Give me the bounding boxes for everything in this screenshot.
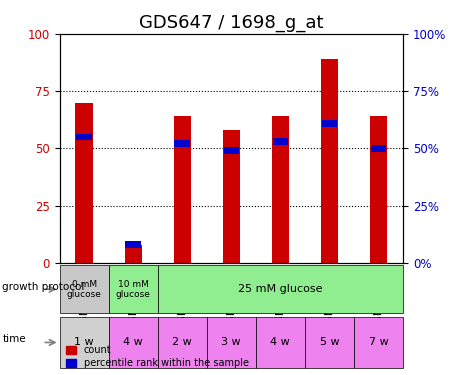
Bar <box>174 141 190 147</box>
FancyBboxPatch shape <box>207 317 256 368</box>
Bar <box>371 145 386 152</box>
Text: 2 w: 2 w <box>172 338 192 348</box>
Bar <box>322 120 337 127</box>
Text: 25 mM glucose: 25 mM glucose <box>238 284 322 294</box>
FancyBboxPatch shape <box>109 265 158 313</box>
FancyBboxPatch shape <box>60 265 109 313</box>
Text: 3 w: 3 w <box>222 338 241 348</box>
Bar <box>223 130 240 263</box>
FancyBboxPatch shape <box>109 317 158 368</box>
Text: 0 mM
glucose: 0 mM glucose <box>66 280 102 299</box>
FancyBboxPatch shape <box>158 265 403 313</box>
Bar <box>273 138 288 145</box>
Bar <box>370 116 387 263</box>
Text: 10 mM
glucose: 10 mM glucose <box>116 280 151 299</box>
Text: growth protocol: growth protocol <box>2 282 85 292</box>
Legend: count, percentile rank within the sample: count, percentile rank within the sample <box>65 344 251 370</box>
FancyBboxPatch shape <box>305 317 354 368</box>
Bar <box>321 59 338 263</box>
FancyBboxPatch shape <box>354 317 403 368</box>
FancyBboxPatch shape <box>60 317 109 368</box>
Bar <box>76 134 92 141</box>
Text: 4 w: 4 w <box>123 338 143 348</box>
Text: time: time <box>2 334 26 344</box>
Bar <box>125 242 141 248</box>
FancyBboxPatch shape <box>256 317 305 368</box>
Text: 1 w: 1 w <box>74 338 94 348</box>
Text: 5 w: 5 w <box>320 338 339 348</box>
Bar <box>174 116 191 263</box>
Title: GDS647 / 1698_g_at: GDS647 / 1698_g_at <box>139 15 323 33</box>
Text: 4 w: 4 w <box>271 338 290 348</box>
Bar <box>272 116 289 263</box>
FancyBboxPatch shape <box>158 317 207 368</box>
Bar <box>224 147 239 154</box>
Bar <box>125 245 142 263</box>
Bar <box>76 103 93 263</box>
Text: 7 w: 7 w <box>369 338 388 348</box>
